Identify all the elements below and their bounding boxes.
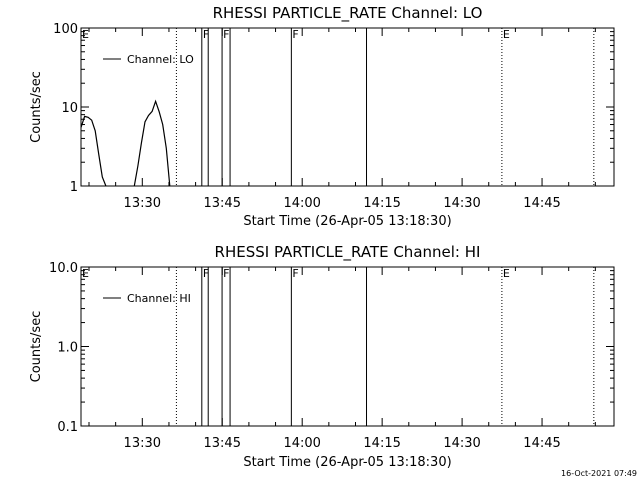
- timestamp-footer: 16-Oct-2021 07:49: [561, 469, 637, 478]
- legend-label: Channel: LO: [127, 53, 194, 66]
- panel-lo: RHESSI PARTICLE_RATE Channel: LO Counts/s…: [29, 4, 615, 229]
- y-tick-label: 10.0: [49, 261, 78, 276]
- x-axis-label: Start Time (26-Apr-05 13:18:30): [243, 214, 451, 229]
- y-tick-label: 1: [70, 180, 78, 195]
- marker-label: F: [292, 28, 298, 41]
- plot-frame: [80, 27, 615, 187]
- x-tick-label: 14:45: [523, 196, 560, 211]
- marker-label: E: [82, 28, 89, 41]
- x-tick-label: 13:45: [204, 196, 241, 211]
- y-tick-label: 100: [53, 22, 78, 37]
- marker-label: F: [203, 267, 209, 280]
- chart-title: RHESSI PARTICLE_RATE Channel: LO: [213, 4, 483, 23]
- x-tick-label: 13:45: [204, 436, 241, 451]
- x-tick-label: 14:15: [363, 196, 400, 211]
- y-tick-label: 0.1: [57, 420, 78, 435]
- series-line: [133, 99, 171, 187]
- x-tick-label: 13:30: [124, 436, 161, 451]
- x-tick-label: 14:00: [283, 436, 320, 451]
- y-tick-label: 10: [61, 101, 78, 116]
- x-tick-label: 14:00: [283, 196, 320, 211]
- marker-label: F: [203, 28, 209, 41]
- series-line: [80, 115, 107, 187]
- x-tick-label: 14:30: [443, 436, 480, 451]
- y-tick-label: 1.0: [57, 341, 78, 356]
- marker-label: F: [292, 267, 298, 280]
- marker-label: F: [223, 28, 229, 41]
- x-tick-label: 13:30: [124, 196, 161, 211]
- x-tick-label: 14:15: [363, 436, 400, 451]
- marker-label: E: [503, 28, 510, 41]
- marker-label: E: [503, 267, 510, 280]
- x-axis-label: Start Time (26-Apr-05 13:18:30): [243, 455, 451, 470]
- plot-frame: [80, 266, 615, 427]
- marker-label: E: [82, 267, 89, 280]
- y-axis-label: Counts/sec: [29, 311, 44, 383]
- legend-label: Channel: HI: [127, 292, 191, 305]
- x-tick-label: 14:45: [523, 436, 560, 451]
- chart-title: RHESSI PARTICLE_RATE Channel: HI: [215, 243, 481, 262]
- panel-hi: RHESSI PARTICLE_RATE Channel: HI Counts/s…: [29, 243, 615, 470]
- marker-label: F: [223, 267, 229, 280]
- y-axis-label: Counts/sec: [29, 71, 44, 143]
- x-tick-label: 14:30: [443, 196, 480, 211]
